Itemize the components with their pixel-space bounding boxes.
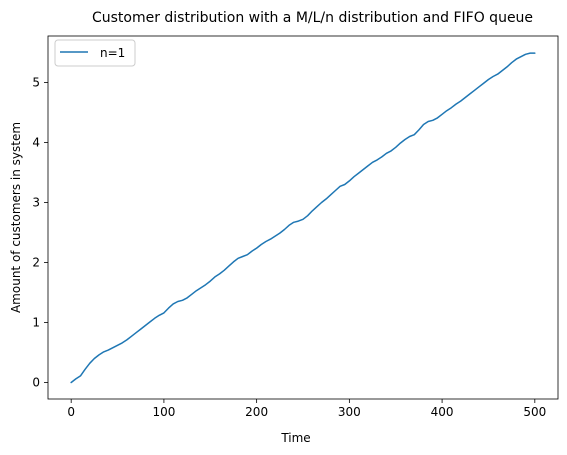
series-line-0 (70, 52, 536, 384)
x-tick-label: 300 (338, 405, 361, 419)
x-tick-label: 500 (523, 405, 546, 419)
legend: n=1 (54, 39, 136, 67)
x-tick-label: 400 (431, 405, 454, 419)
legend-label-n1: n=1 (100, 46, 125, 60)
y-axis-label: Amount of customers in system (9, 122, 23, 313)
x-axis-label: Time (280, 431, 310, 445)
chart-title: Customer distribution with a M/L/n distr… (92, 10, 533, 26)
y-tick-label: 0 (32, 376, 40, 390)
y-tick-label: 3 (32, 196, 40, 210)
legend-box (54, 39, 136, 67)
series-layer (70, 52, 536, 384)
x-tick-label: 100 (152, 405, 175, 419)
y-tick-label: 2 (32, 256, 40, 270)
axes-frame (47, 35, 559, 400)
y-tick-label: 4 (32, 136, 40, 150)
x-tick-label: 0 (67, 405, 75, 419)
x-tick-label: 200 (245, 405, 268, 419)
axis-ticks: 0 100 200 300 400 500 0 1 2 3 4 5 (32, 76, 546, 420)
y-tick-label: 1 (32, 316, 40, 330)
plot-area (48, 36, 558, 399)
y-tick-label: 5 (32, 76, 40, 90)
